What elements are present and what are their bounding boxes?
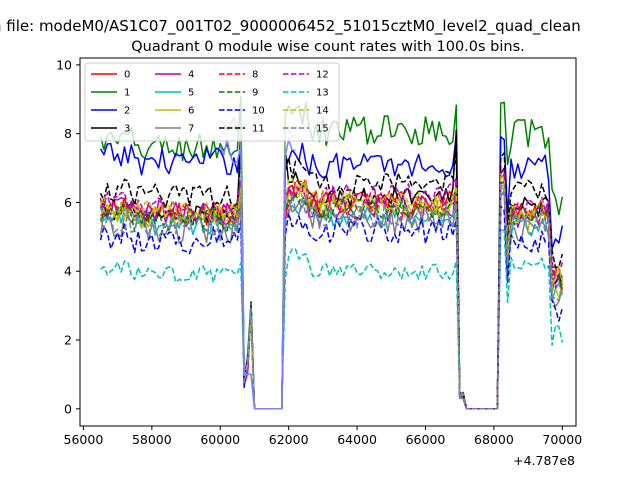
legend-label-12: 12 xyxy=(316,70,329,81)
x-tick-label: 64000 xyxy=(337,432,377,447)
legend-label-5: 5 xyxy=(188,88,194,99)
series-line-13 xyxy=(100,228,564,410)
x-tick-label: 60000 xyxy=(200,432,240,447)
legend-label-1: 1 xyxy=(124,88,130,99)
y-axis: 0 2 4 6 8 10 xyxy=(56,57,80,416)
y-tick-label: 2 xyxy=(64,333,72,348)
y-tick-label: 8 xyxy=(64,126,72,141)
y-tick-label: 6 xyxy=(64,195,72,210)
x-tick-label: 66000 xyxy=(406,432,446,447)
x-offset-label: +4.787e8 xyxy=(513,453,575,468)
legend-label-10: 10 xyxy=(252,106,265,117)
legend-label-4: 4 xyxy=(188,70,194,81)
legend-label-9: 9 xyxy=(252,88,258,99)
y-tick-label: 4 xyxy=(64,264,72,279)
legend-label-3: 3 xyxy=(124,124,130,135)
x-axis: 56000 58000 60000 62000 64000 66000 68000 70000 xyxy=(64,426,582,447)
y-tick-label: 10 xyxy=(56,57,72,72)
x-tick-label: 62000 xyxy=(269,432,309,447)
legend-label-13: 13 xyxy=(316,88,329,99)
legend-label-11: 11 xyxy=(252,124,265,135)
legend-label-14: 14 xyxy=(316,106,329,117)
y-tick-label: 0 xyxy=(64,401,72,416)
legend-label-8: 8 xyxy=(252,70,258,81)
x-tick-label: 68000 xyxy=(474,432,514,447)
legend-label-7: 7 xyxy=(188,124,194,135)
legend-label-2: 2 xyxy=(124,106,130,117)
x-tick-label: 56000 xyxy=(64,432,104,447)
x-tick-label: 58000 xyxy=(132,432,172,447)
legend-box xyxy=(84,62,340,142)
legend-label-6: 6 xyxy=(188,106,194,117)
series-line-15 xyxy=(99,182,564,410)
chart-title: Quadrant 0 module wise count rates with … xyxy=(131,39,525,55)
chart-suptitle: n file: modeM0/AS1C07_001T02_9000006452_… xyxy=(0,17,581,36)
legend-label-0: 0 xyxy=(124,70,130,81)
legend-label-15: 15 xyxy=(316,124,329,135)
plot-frame xyxy=(79,57,577,427)
x-tick-label: 70000 xyxy=(542,432,582,447)
series-layer xyxy=(99,95,564,410)
overlay-line-1 xyxy=(219,136,296,410)
